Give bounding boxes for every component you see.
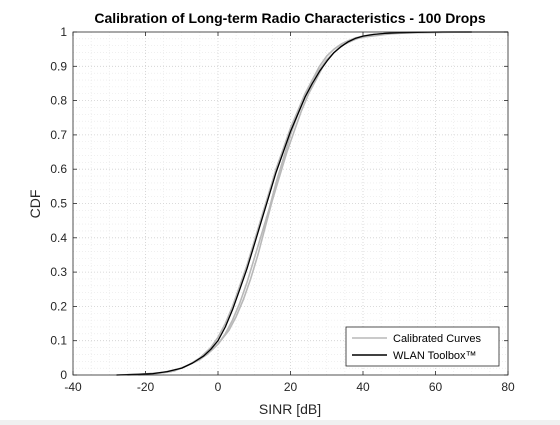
y-tick-label: 0.9 [50,59,67,73]
grid [73,32,508,375]
x-tick-label: -40 [64,380,82,394]
x-axis-label: SINR [dB] [259,401,321,417]
y-tick-label: 0.8 [50,94,67,108]
y-tick-label: 0 [60,368,67,382]
legend: Calibrated Curves WLAN Toolbox™ [345,326,500,367]
y-tick-label: 0.7 [50,128,67,142]
legend-label-wlan: WLAN Toolbox™ [393,350,477,362]
x-tick-label: 60 [429,380,443,394]
legend-label-calibrated: Calibrated Curves [393,333,482,345]
y-tick-label: 0.5 [50,197,67,211]
y-tick-label: 0.3 [50,265,67,279]
wlan-toolbox-curve-line [116,31,472,376]
y-tick-label: 1 [60,25,67,39]
y-axis-label: CDF [27,190,43,219]
x-tick-label: -20 [137,380,155,394]
y-tick-label: 0.2 [50,299,67,313]
legend-box [345,326,500,367]
plot-lines [116,31,508,376]
ticks: -40 -20 0 20 40 60 80 0 0.1 0.2 0.3 0.4 0.5 0.6 0.7 0.8… [50,25,515,394]
y-tick-label: 0.1 [50,334,67,348]
y-tick-label: 0.6 [50,162,67,176]
y-tick-label: 0.4 [50,231,67,245]
x-tick-label: 20 [284,380,298,394]
chart-title: Calibration of Long-term Radio Character… [94,10,486,26]
calibrated-curve-line [116,31,508,376]
x-tick-label: 80 [501,380,515,394]
x-tick-label: 0 [215,380,222,394]
x-tick-label: 40 [356,380,370,394]
